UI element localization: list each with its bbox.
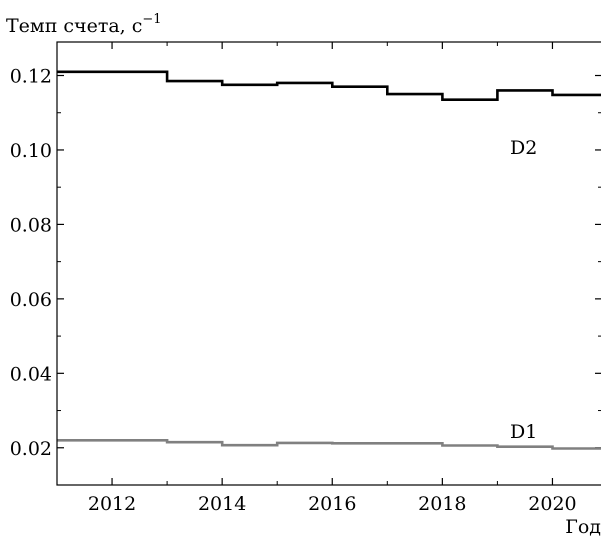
plot-frame [56,41,601,486]
series-d2-label: D2 [510,137,537,159]
x-tick-label: 2012 [88,493,136,515]
axis-ticks: 0.02 0.04 0.06 0.08 0.10 0.12 2012 2014 2016 2018… [10,42,601,515]
x-tick-label: 2020 [528,493,576,515]
x-axis-title: Год [565,516,601,538]
x-tick-label: 2014 [198,493,246,515]
y-tick-label: 0.10 [10,140,52,162]
y-tick-label: 0.12 [10,66,52,88]
series-d2-line [57,70,601,101]
series-group: D2 D1 [57,70,601,450]
y-tick-label: 0.08 [10,214,52,236]
y-axis-title-exponent: −1 [142,12,161,27]
y-tick-label: 0.02 [10,438,52,460]
series-d1-label: D1 [510,421,537,443]
x-tick-label: 2018 [418,493,466,515]
y-axis-title: Темп счета, с−1 [6,12,162,37]
x-tick-label: 2016 [308,493,356,515]
y-tick-label: 0.04 [10,363,52,385]
series-d1-line [57,439,601,450]
y-tick-label: 0.06 [10,289,52,311]
